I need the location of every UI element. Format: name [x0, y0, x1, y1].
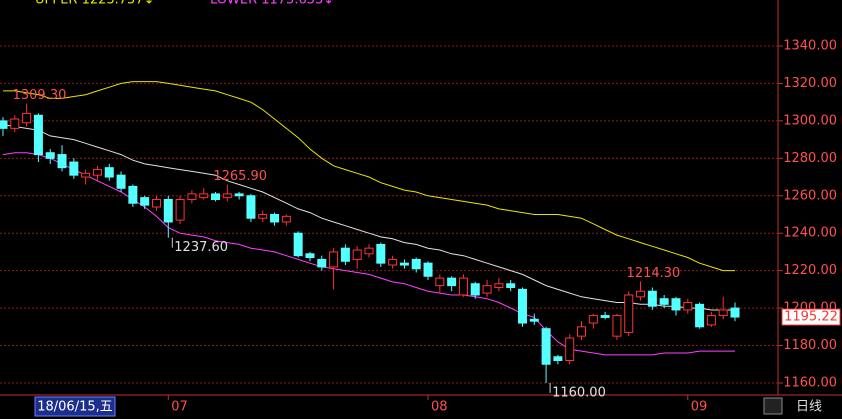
y-tick-label: 1340.00 [783, 38, 837, 53]
candle-body [388, 258, 398, 266]
last-price: 1195.22 [784, 310, 838, 325]
annotation: 1214.30 [627, 266, 681, 281]
candle-body [695, 303, 705, 328]
candle-body [116, 174, 126, 189]
candle-body [399, 262, 409, 266]
button[interactable] [763, 397, 783, 415]
period-label[interactable]: 日线 [796, 400, 822, 415]
candle-body [529, 318, 539, 322]
candle-body [659, 298, 669, 305]
overlay-line [2, 152, 735, 356]
candle-body [364, 247, 374, 255]
candle-body [329, 251, 339, 268]
x-tick-label: 07 [171, 400, 188, 415]
candle-body [281, 215, 291, 223]
candle-body [435, 277, 445, 287]
candle-body [624, 294, 634, 333]
candle-body [718, 309, 728, 317]
candle-body [0, 120, 8, 129]
y-tick-label: 1160.00 [783, 375, 837, 390]
x-tick-label: 09 [691, 400, 708, 415]
header-text: UPPER 1223.757↓ [35, 0, 155, 8]
candle-body [541, 328, 551, 365]
candle-body [683, 301, 693, 311]
candle-body [600, 315, 610, 318]
candle-body [140, 197, 150, 206]
cursor-date-box [34, 396, 116, 417]
candle-body [222, 193, 232, 199]
candle-body [211, 193, 221, 201]
y-tick-label: 1180.00 [783, 338, 837, 353]
candle-body [57, 154, 67, 169]
candle-body [458, 277, 468, 296]
candle-body [45, 152, 55, 159]
candle-body [92, 169, 102, 176]
x-tick-label: 08 [431, 400, 448, 415]
candle-body [482, 285, 492, 294]
y-tick-label: 1260.00 [783, 188, 837, 203]
candle-body [647, 290, 657, 307]
candle-body [671, 298, 681, 311]
candle-body [553, 356, 563, 361]
candle-body [305, 253, 315, 259]
candle-body [317, 258, 327, 268]
candle-body [246, 195, 256, 219]
candle-body [730, 307, 740, 318]
candle-body [293, 232, 303, 257]
candle-body [340, 247, 350, 262]
candle-body [69, 161, 79, 176]
y-tick-label: 1240.00 [783, 226, 837, 241]
candle-body [163, 199, 173, 223]
candle-body [352, 249, 362, 260]
candle-body [376, 243, 386, 264]
candle-body [506, 283, 516, 288]
candle-body [104, 167, 114, 178]
candle-body [423, 262, 433, 277]
candle-body [175, 199, 185, 221]
candle-body [187, 193, 197, 201]
candle-body [199, 193, 209, 199]
header-text: LOWER 1175.653↓ [210, 0, 334, 8]
candle-body [81, 172, 91, 178]
candle-body [411, 258, 421, 270]
candle-body [447, 277, 457, 287]
cursor-date: 18/06/15,五 [37, 400, 113, 415]
candle-body [10, 118, 20, 129]
candle-body [270, 213, 280, 223]
candle-body [517, 288, 527, 324]
candle-body [494, 283, 504, 288]
candle-body [234, 193, 244, 197]
candle-body [22, 112, 32, 124]
candle-body [588, 315, 598, 324]
candle-body [128, 185, 138, 204]
annotation: 1309.30 [13, 88, 67, 103]
y-tick-label: 1280.00 [783, 151, 837, 166]
candle-body [258, 213, 268, 219]
candle-body [470, 283, 480, 296]
last-price-box [781, 308, 841, 326]
annotation: 1265.90 [213, 169, 267, 184]
candle-body [151, 199, 161, 208]
annotation: 1160.00 [552, 385, 606, 400]
candle-body [33, 114, 43, 156]
y-tick-label: 1300.00 [783, 113, 837, 128]
overlay-line [2, 124, 735, 311]
candle-body [636, 290, 646, 298]
overlay-line [3, 81, 735, 272]
y-tick-label: 1320.00 [783, 76, 837, 91]
candle-body [577, 326, 587, 337]
annotation: 1237.60 [174, 240, 228, 255]
candle-body [706, 315, 716, 326]
candle-body [612, 315, 622, 337]
candle-body [565, 337, 575, 361]
y-tick-label: 1220.00 [783, 263, 837, 278]
